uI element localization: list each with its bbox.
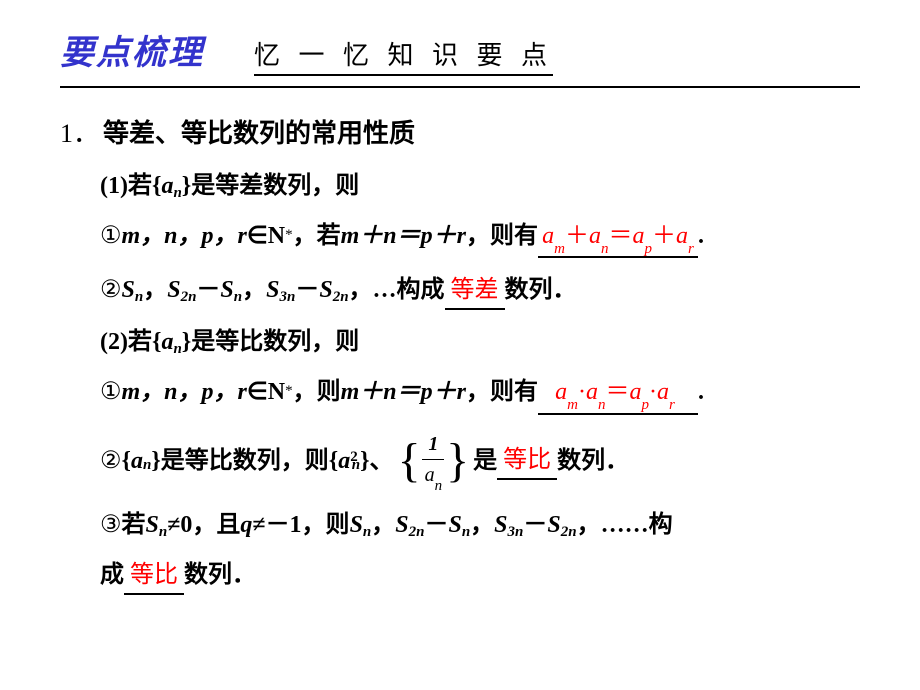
main-title: 要点梳理 [60, 25, 204, 74]
part1-intro: (1)若{an}是等差数列，则 [100, 168, 860, 204]
fraction-braces: { 1 an } [398, 429, 470, 494]
divider [60, 86, 860, 88]
part2-item3-line1: ③若Sn≠0，且q≠－1，则Sn，S2n－Sn，S3n－S2n，……构 [100, 507, 860, 543]
part2-intro: (2)若{an}是等比数列，则 [100, 324, 860, 360]
blank-answer-5: 等比 [124, 557, 184, 595]
part1-item2: ②Sn，S2n－Sn，S3n－S2n，…构成等差 数列． [100, 272, 860, 310]
blank-answer-2: 等差 [445, 272, 505, 310]
part2-item1: ①m，n，p，r∈N*，则m＋n＝p＋r，则有 am·an＝ap·ar . [100, 374, 860, 414]
header: 要点梳理 忆 一 忆 知 识 要 点 [60, 25, 860, 76]
section-title: 等差、等比数列的常用性质 [103, 118, 415, 148]
blank-answer-4: 等比 [497, 442, 557, 480]
blank-answer-1: am＋an＝ap＋ar [538, 218, 698, 258]
part2-item2: ②{an}是等比数列，则{a2n}、 { 1 an } 是等比 数列． [100, 429, 860, 494]
blank-answer-3: am·an＝ap·ar [538, 374, 698, 414]
part1-item1: ①m，n，p，r∈N*，若m＋n＝p＋r，则有am＋an＝ap＋ar. [100, 218, 860, 258]
section-heading: 1． 等差、等比数列的常用性质 [60, 113, 860, 150]
part2-item3-line2: 成等比 数列． [100, 557, 860, 595]
subtitle: 忆 一 忆 知 识 要 点 [254, 35, 553, 76]
content: (1)若{an}是等差数列，则 ①m，n，p，r∈N*，若m＋n＝p＋r，则有a… [60, 168, 860, 595]
section-number: 1． [60, 119, 99, 148]
